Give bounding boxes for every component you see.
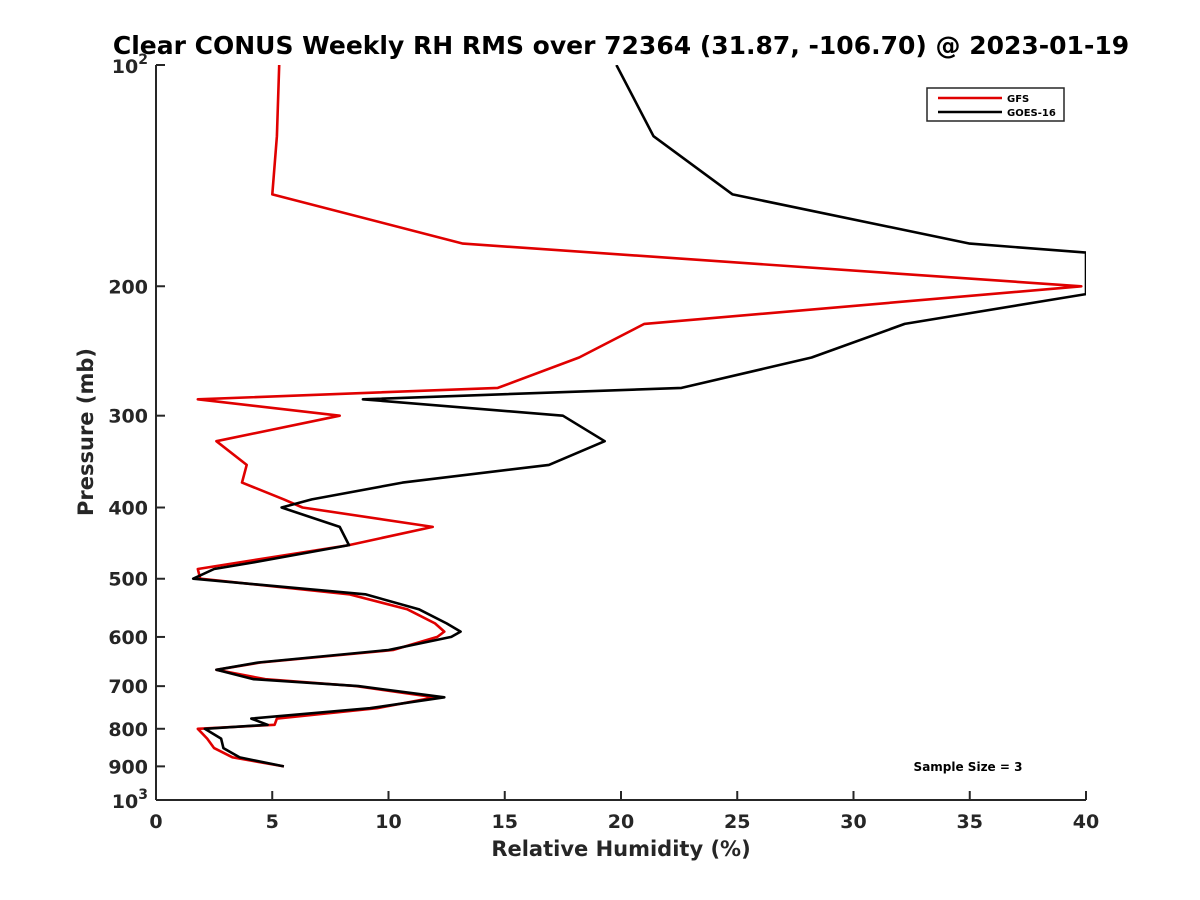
legend-label: GOES-16 [1007,108,1056,119]
x-tick-label: 30 [840,811,866,833]
y-tick-label: 600 [108,627,148,649]
sample-size-annotation: Sample Size = 3 [914,760,1023,774]
y-tick-label: 200 [108,276,148,298]
y-tick-label: 103 [112,787,148,813]
y-tick-exponent: 3 [138,787,148,803]
y-tick-label: 800 [108,719,148,741]
legend-label: GFS [1007,94,1029,105]
series-line-gfs [196,65,1083,768]
legend: GFS GOES-16 [926,87,1065,122]
y-tick-base: 10 [112,791,138,813]
x-tick-label: 15 [492,811,518,833]
y-tick-exponent: 2 [138,52,148,68]
y-tick-label: 500 [108,569,148,591]
y-tick-label: 300 [108,406,148,428]
plot-area [191,65,1086,768]
x-tick-label: 35 [957,811,983,833]
series-line-goes-16 [191,65,1086,768]
x-tick-label: 10 [375,811,401,833]
y-tick-label: 700 [108,676,148,698]
x-tick-label: 0 [149,811,162,833]
y-tick-label: 102 [112,52,148,78]
chart-title: Clear CONUS Weekly RH RMS over 72364 (31… [113,31,1129,60]
x-tick-label: 20 [608,811,634,833]
legend-box [926,87,1065,122]
x-axis-ticks: 0 5 10 15 20 25 30 35 40 [149,791,1099,833]
y-tick-label: 400 [108,498,148,520]
x-axis-label: Relative Humidity (%) [491,837,750,861]
y-tick-base: 10 [112,56,138,78]
y-tick-label: 900 [108,756,148,778]
y-axis-label: Pressure (mb) [74,348,98,516]
x-tick-label: 5 [266,811,279,833]
x-tick-label: 40 [1073,811,1099,833]
x-tick-label: 25 [724,811,750,833]
